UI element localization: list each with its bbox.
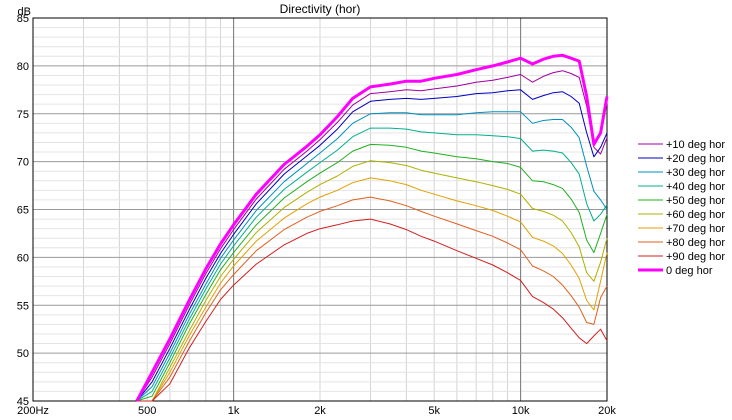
y-tick-label: 70 <box>17 157 29 169</box>
y-tick-label: 80 <box>17 61 29 73</box>
x-tick-label: 5k <box>428 405 440 417</box>
x-tick-label: 2k <box>314 405 326 417</box>
series-line <box>136 143 608 402</box>
x-tick-label: 200Hz <box>17 405 49 417</box>
y-tick-label: 55 <box>17 300 29 312</box>
x-tick-label: 1k <box>228 405 240 417</box>
legend-entry: +60 deg hor <box>666 209 725 221</box>
x-tick-label: 500 <box>138 405 156 417</box>
x-tick-label: 10k <box>512 405 530 417</box>
y-tick-label: 50 <box>17 348 29 360</box>
legend-entry: +40 deg hor <box>666 181 725 193</box>
series-lines <box>135 53 609 402</box>
series-line <box>136 218 608 402</box>
legend-entry: +30 deg hor <box>666 167 725 179</box>
series-line <box>136 127 608 402</box>
series-line <box>136 160 608 402</box>
legend-entry: +20 deg hor <box>666 153 725 165</box>
legend-entry: +50 deg hor <box>666 195 725 207</box>
x-tick-labels: 200Hz 500 1k 2k 5k 10k 20k <box>17 405 616 417</box>
y-axis-label: dB <box>18 6 31 18</box>
legend: +10 deg hor +20 deg hor +30 deg hor +40 deg… <box>638 139 725 277</box>
chart-title: Directivity (hor) <box>280 2 361 16</box>
x-tick-label: 20k <box>598 405 616 417</box>
y-tick-label: 60 <box>17 252 29 264</box>
y-tick-label: 65 <box>17 205 29 217</box>
legend-entry: 0 deg hor <box>666 265 713 277</box>
legend-entry: +90 deg hor <box>666 251 725 263</box>
y-tick-label: 85 <box>17 13 29 25</box>
legend-entry: +80 deg hor <box>666 237 725 249</box>
legend-entry: +70 deg hor <box>666 223 725 235</box>
series-line <box>136 70 608 402</box>
y-tick-label: 75 <box>17 109 29 121</box>
series-line <box>136 89 608 402</box>
y-tick-labels: 45 50 55 60 65 70 75 80 85 <box>17 13 29 408</box>
y-tick-label: 45 <box>17 396 29 408</box>
series-line <box>136 196 608 402</box>
series-line <box>135 53 609 402</box>
series-line <box>136 177 608 402</box>
series-line <box>136 111 608 402</box>
major-grid <box>33 18 607 401</box>
legend-entry: +10 deg hor <box>666 139 725 151</box>
